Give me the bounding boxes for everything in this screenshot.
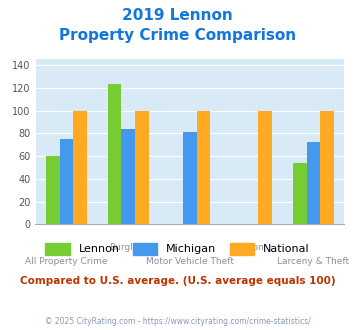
Bar xyxy=(60,139,73,224)
Bar xyxy=(258,111,272,224)
Bar xyxy=(121,129,135,224)
Text: 2019 Lennon: 2019 Lennon xyxy=(122,8,233,23)
Bar xyxy=(108,84,121,224)
Text: Larceny & Theft: Larceny & Theft xyxy=(277,257,350,266)
Text: Arson: Arson xyxy=(239,243,264,251)
Bar xyxy=(197,111,210,224)
Text: Property Crime Comparison: Property Crime Comparison xyxy=(59,28,296,43)
Bar xyxy=(46,156,60,224)
Text: Motor Vehicle Theft: Motor Vehicle Theft xyxy=(146,257,234,266)
Text: Burglary: Burglary xyxy=(109,243,147,251)
Bar xyxy=(73,111,87,224)
Bar xyxy=(320,111,334,224)
Text: All Property Crime: All Property Crime xyxy=(25,257,108,266)
Bar xyxy=(183,132,197,224)
Bar xyxy=(135,111,148,224)
Legend: Lennon, Michigan, National: Lennon, Michigan, National xyxy=(41,238,314,259)
Text: © 2025 CityRating.com - https://www.cityrating.com/crime-statistics/: © 2025 CityRating.com - https://www.city… xyxy=(45,317,310,326)
Bar xyxy=(307,143,320,224)
Bar xyxy=(293,163,307,224)
Text: Compared to U.S. average. (U.S. average equals 100): Compared to U.S. average. (U.S. average … xyxy=(20,276,335,285)
